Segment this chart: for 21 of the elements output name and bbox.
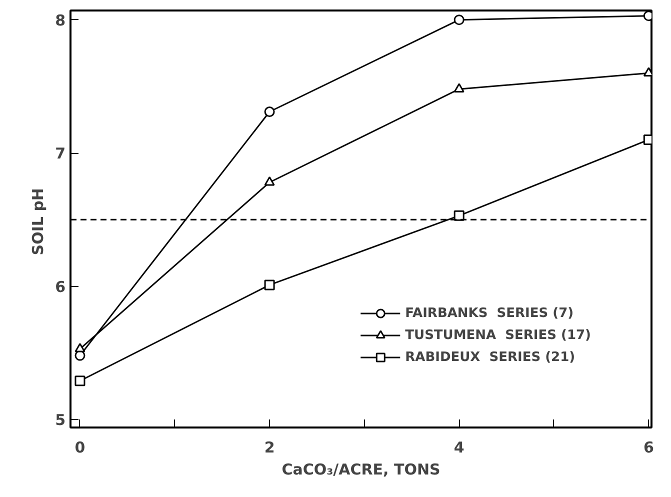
point [454,14,464,26]
point [74,376,86,386]
y-axis-title: SOIL pH [29,188,48,256]
point [74,342,86,352]
point [264,176,275,186]
legend-label: RABIDEUX SERIES (21) [405,350,576,364]
y-tick-label: 7 [55,144,66,163]
x-tick-label: 0 [74,438,86,456]
point [454,210,464,221]
x-axis-title: CaCO₃/ACRE, TONS [282,460,440,478]
y-tick-label: 6 [55,278,66,296]
y-tick-label: 5 [55,411,66,430]
x-tick-label: 2 [264,438,275,456]
point [454,83,464,92]
legend-label: TUSTUMENA SERIES (17) [405,328,591,342]
y-tick-label: 8 [55,11,66,30]
x-tick-label: 4 [454,438,464,456]
legend-label: FAIRBANKS SERIES (7) [405,306,574,320]
point [264,280,275,290]
point [264,106,275,117]
x-tick-label: 6 [643,438,654,456]
